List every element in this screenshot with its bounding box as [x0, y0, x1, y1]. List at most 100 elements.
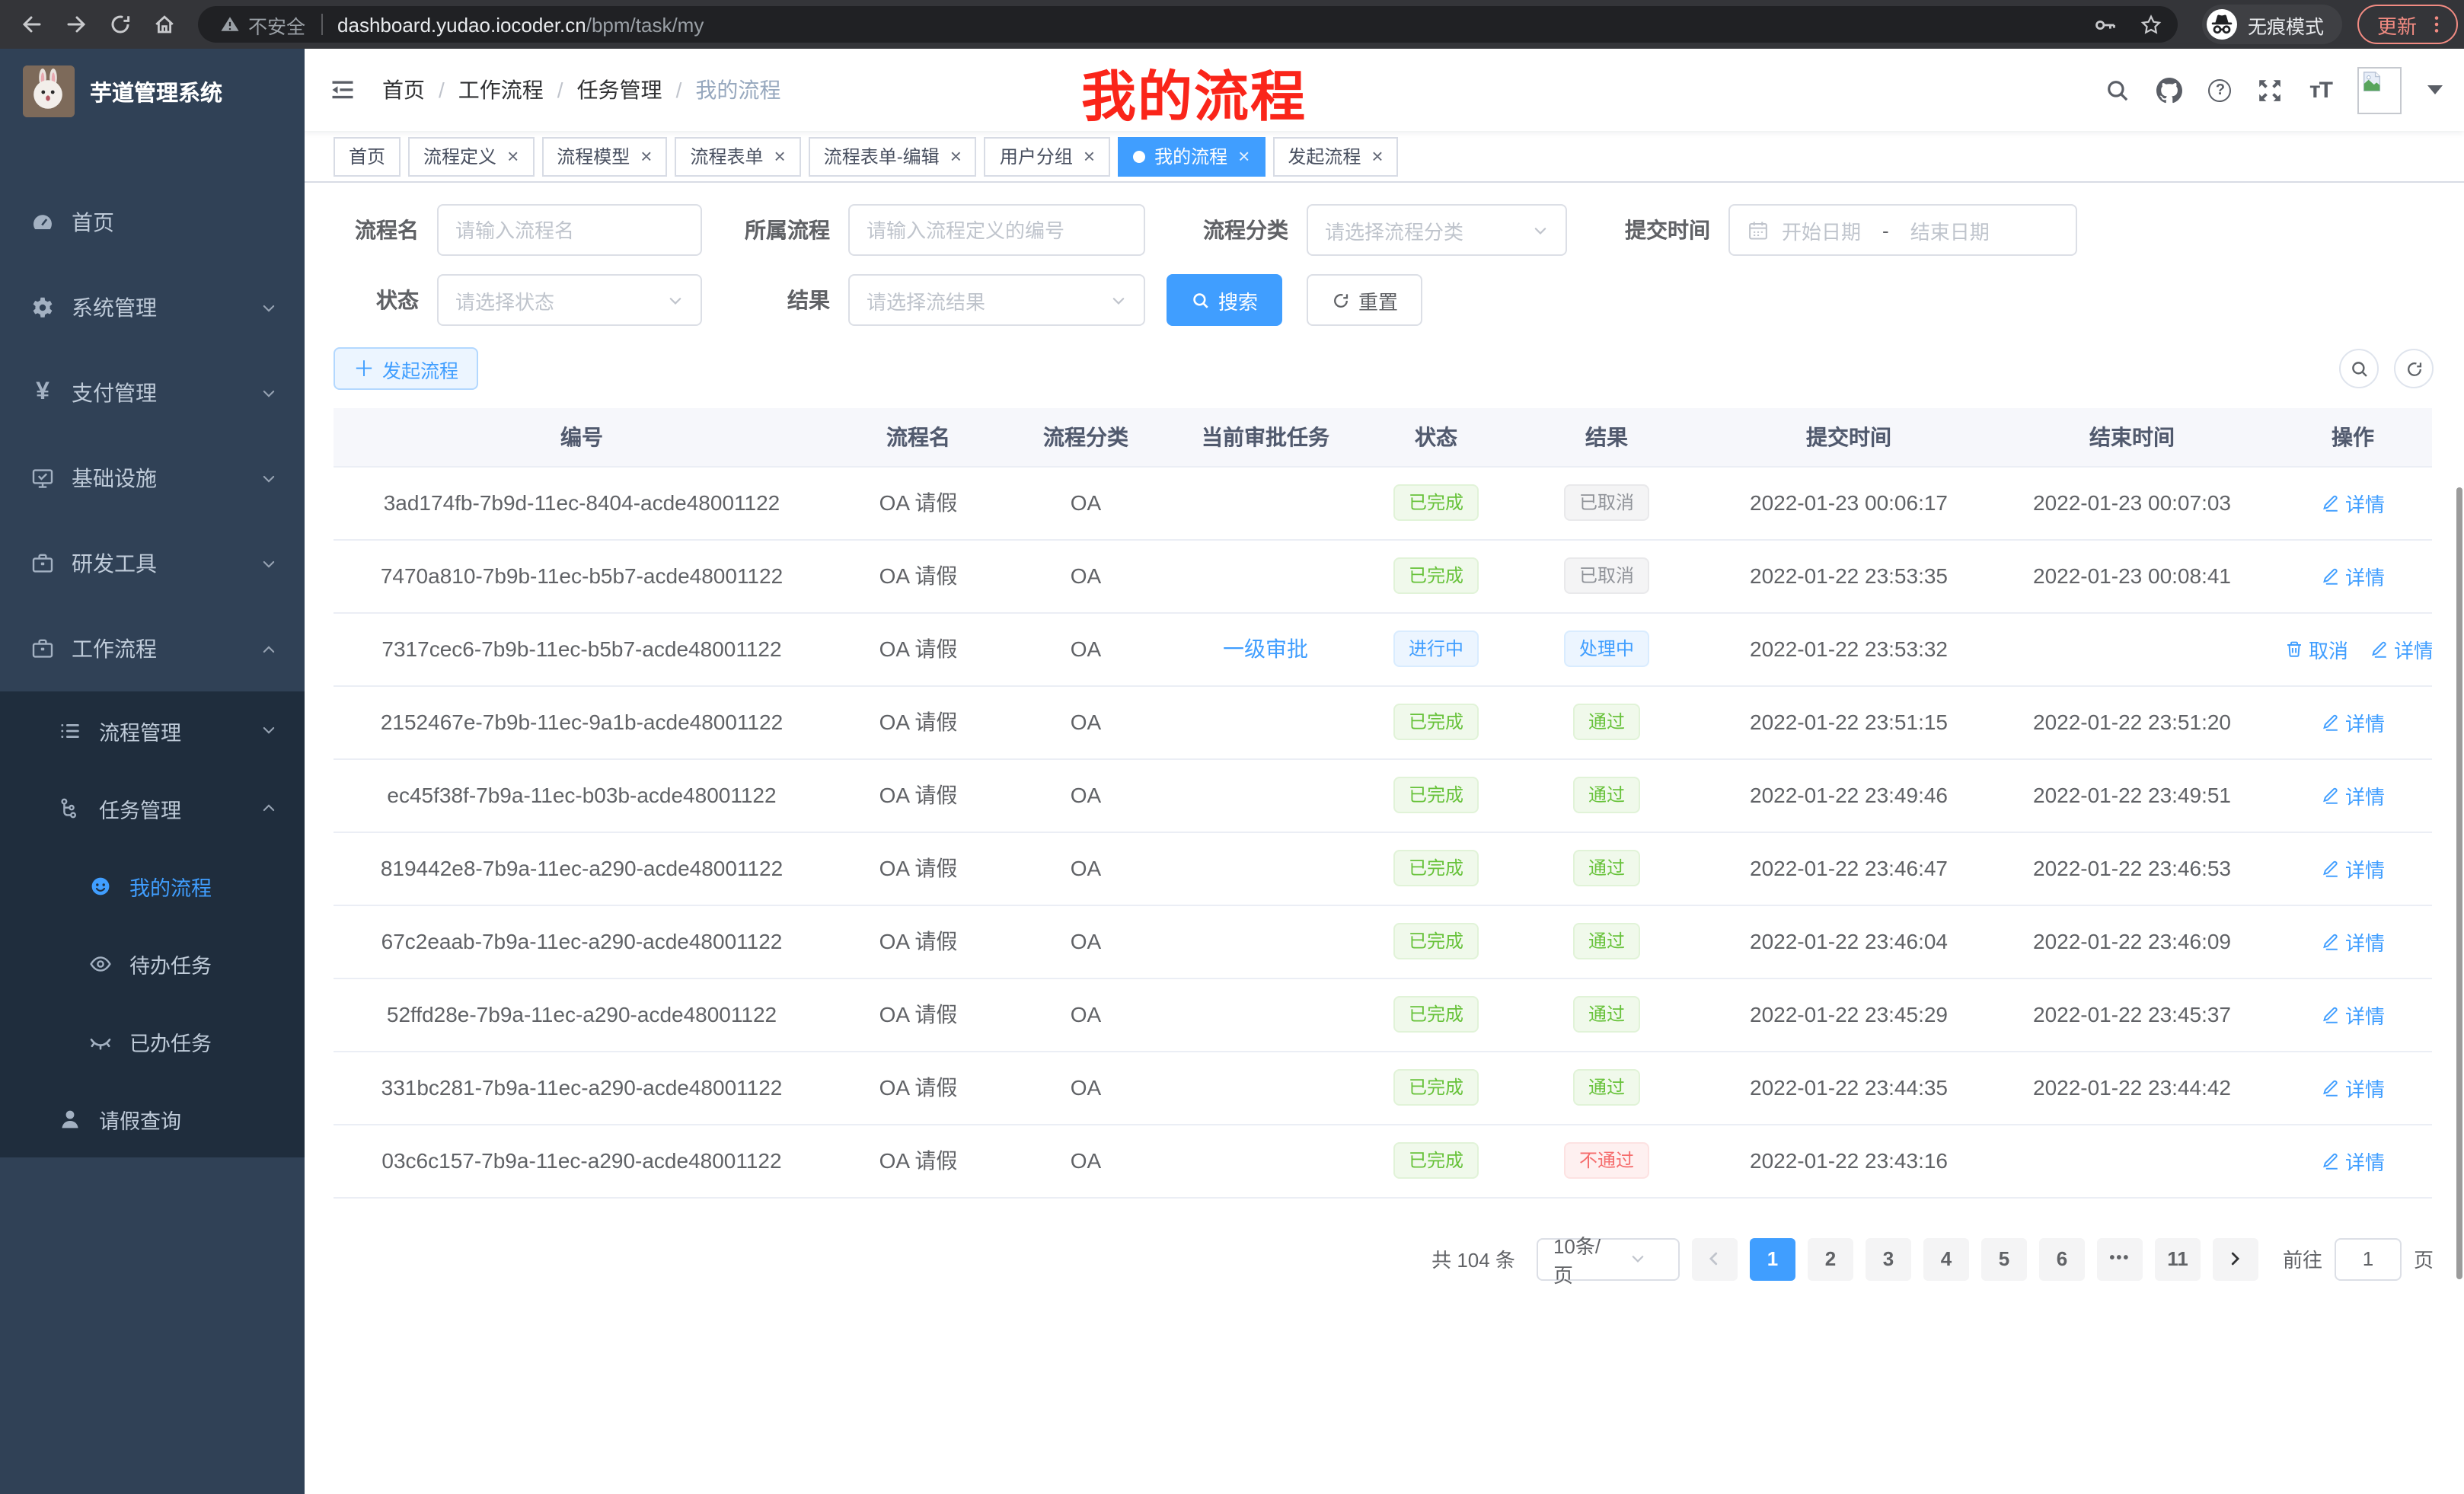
fullscreen-icon[interactable]	[2258, 77, 2284, 103]
tab-3[interactable]: 流程模型 ×	[541, 136, 668, 176]
search-button[interactable]: 搜索	[1167, 274, 1283, 326]
close-icon[interactable]: ×	[774, 145, 786, 168]
detail-link[interactable]: 详情	[2321, 707, 2385, 736]
breadcrumb-item[interactable]: 工作流程	[458, 78, 544, 102]
avatar-dropdown-caret-icon[interactable]	[2427, 85, 2443, 94]
hamburger-icon[interactable]	[329, 76, 356, 104]
page-button-4[interactable]: 4	[1923, 1237, 1969, 1280]
search-icon	[2349, 359, 2369, 378]
close-icon[interactable]: ×	[507, 145, 519, 168]
browser-back-icon[interactable]	[20, 12, 44, 37]
close-icon[interactable]: ×	[1238, 145, 1250, 168]
tab-1[interactable]: 首页	[334, 136, 401, 176]
goto-page-input[interactable]	[2334, 1237, 2402, 1280]
sidebar-item-6[interactable]: 工作流程	[0, 606, 305, 691]
cell-current-task[interactable]: 一级审批	[1165, 612, 1366, 686]
address-bar[interactable]: 不安全 dashboard.yudao.iocoder.cn /bpm/task…	[198, 6, 2178, 43]
page-button-11[interactable]: 11	[2154, 1237, 2201, 1280]
next-page-button[interactable]	[2212, 1237, 2258, 1280]
sidebar-item-11[interactable]: 已办任务	[0, 1002, 305, 1080]
browser-home-icon[interactable]	[152, 12, 177, 37]
sidebar-item-2[interactable]: 系统管理	[0, 265, 305, 350]
create-process-button[interactable]: ＋ 发起流程	[334, 347, 479, 390]
status-badge: 通过	[1572, 923, 1640, 959]
breadcrumb-item[interactable]: 首页	[382, 78, 425, 102]
tab-8[interactable]: 发起流程 ×	[1272, 136, 1399, 176]
bookmark-star-icon[interactable]	[2140, 13, 2162, 36]
tab-2[interactable]: 流程定义 ×	[408, 136, 535, 176]
sidebar-item-10[interactable]: 待办任务	[0, 924, 305, 1002]
process-def-input[interactable]	[867, 219, 1127, 241]
close-icon[interactable]: ×	[1371, 145, 1384, 168]
refresh-table-button[interactable]	[2394, 349, 2434, 388]
tab-6[interactable]: 用户分组 ×	[984, 136, 1111, 176]
detail-link[interactable]: 详情	[2321, 927, 2385, 956]
help-icon[interactable]: ?	[2208, 78, 2232, 101]
sidebar-item-4[interactable]: 基础设施	[0, 436, 305, 521]
password-key-icon[interactable]	[2092, 11, 2118, 37]
show-search-toggle-button[interactable]	[2339, 349, 2379, 388]
page-scrollbar[interactable]	[2456, 487, 2462, 1279]
table-row: 52ffd28e-7b9a-11ec-a290-acde48001122 OA 请…	[334, 978, 2432, 1052]
page-button-2[interactable]: 2	[1807, 1237, 1853, 1280]
detail-link[interactable]: 详情	[2321, 854, 2385, 883]
search-icon[interactable]	[2105, 77, 2131, 103]
update-label[interactable]: 更新	[2377, 14, 2418, 37]
url-path[interactable]: /bpm/task/my	[586, 13, 704, 36]
tab-4[interactable]: 流程表单 ×	[675, 136, 801, 176]
security-label[interactable]: 不安全	[248, 16, 306, 37]
detail-link[interactable]: 详情	[2321, 1146, 2385, 1175]
font-size-icon[interactable]: тT	[2309, 77, 2333, 103]
cell-result: 通过	[1506, 1051, 1707, 1125]
detail-link[interactable]: 详情	[2321, 1073, 2385, 1102]
page-button-1[interactable]: 1	[1749, 1237, 1795, 1280]
page-button-5[interactable]: 5	[1980, 1237, 2027, 1280]
detail-link[interactable]: 详情	[2370, 634, 2432, 663]
avatar[interactable]	[2357, 66, 2402, 113]
process-def-input-wrap	[848, 204, 1145, 256]
sidebar-item-12[interactable]: 请假查询	[0, 1080, 305, 1157]
sidebar-item-9[interactable]: 我的流程	[0, 847, 305, 924]
sidebar-item-7[interactable]: 流程管理	[0, 691, 305, 769]
sidebar-logo-row[interactable]: 芋道管理系统	[0, 49, 305, 134]
reset-button[interactable]: 重置	[1307, 274, 1423, 326]
page-button-3[interactable]: 3	[1865, 1237, 1911, 1280]
sidebar-item-3[interactable]: ¥ 支付管理	[0, 350, 305, 436]
tab-5[interactable]: 流程表单-编辑 ×	[808, 136, 977, 176]
page-button-6[interactable]: 6	[2038, 1237, 2085, 1280]
tab-7[interactable]: 我的流程 ×	[1118, 136, 1266, 176]
category-select[interactable]: 请选择流程分类	[1307, 204, 1567, 256]
close-icon[interactable]: ×	[640, 145, 653, 168]
detail-link[interactable]: 详情	[2321, 488, 2385, 517]
not-secure-warning-icon[interactable]	[219, 14, 241, 35]
process-name-input[interactable]	[455, 219, 684, 241]
prev-page-button[interactable]	[1691, 1237, 1738, 1280]
search-icon	[1191, 290, 1211, 310]
cell-end-time: 2022-01-22 23:44:42	[1990, 1051, 2274, 1125]
page-size-select[interactable]: 10条/页	[1536, 1234, 1680, 1286]
page-ellipsis[interactable]: •••	[2096, 1237, 2143, 1280]
browser-update-button[interactable]: 更新	[2357, 5, 2459, 44]
breadcrumb: 首页 / 工作流程 / 任务管理 / 我的流程	[382, 75, 780, 105]
detail-link[interactable]: 详情	[2321, 561, 2385, 590]
browser-menu-dots-icon[interactable]	[2426, 14, 2447, 35]
status-select[interactable]: 请选择状态	[437, 274, 702, 326]
browser-forward-icon[interactable]	[64, 12, 88, 37]
close-icon[interactable]: ×	[1083, 145, 1096, 168]
browser-reload-icon[interactable]	[108, 12, 132, 37]
breadcrumb-item[interactable]: 任务管理	[576, 78, 662, 102]
page-size-value: 10条/页	[1553, 1234, 1601, 1286]
cancel-link[interactable]: 取消	[2284, 634, 2348, 663]
sidebar-item-8[interactable]: 任务管理	[0, 769, 305, 847]
face-icon	[88, 873, 113, 898]
close-icon[interactable]: ×	[950, 145, 962, 168]
result-select[interactable]: 请选择流结果	[848, 274, 1145, 326]
github-icon[interactable]	[2156, 77, 2183, 103]
detail-link[interactable]: 详情	[2321, 781, 2385, 809]
url-host[interactable]: dashboard.yudao.iocoder.cn	[337, 13, 586, 36]
detail-link[interactable]: 详情	[2321, 1000, 2385, 1029]
sidebar-item-1[interactable]: 首页	[0, 180, 305, 265]
sidebar-item-5[interactable]: 研发工具	[0, 521, 305, 606]
submit-time-range-picker[interactable]: 开始日期 - 结束日期	[1728, 204, 2077, 256]
action-label: 详情	[2344, 1077, 2385, 1100]
